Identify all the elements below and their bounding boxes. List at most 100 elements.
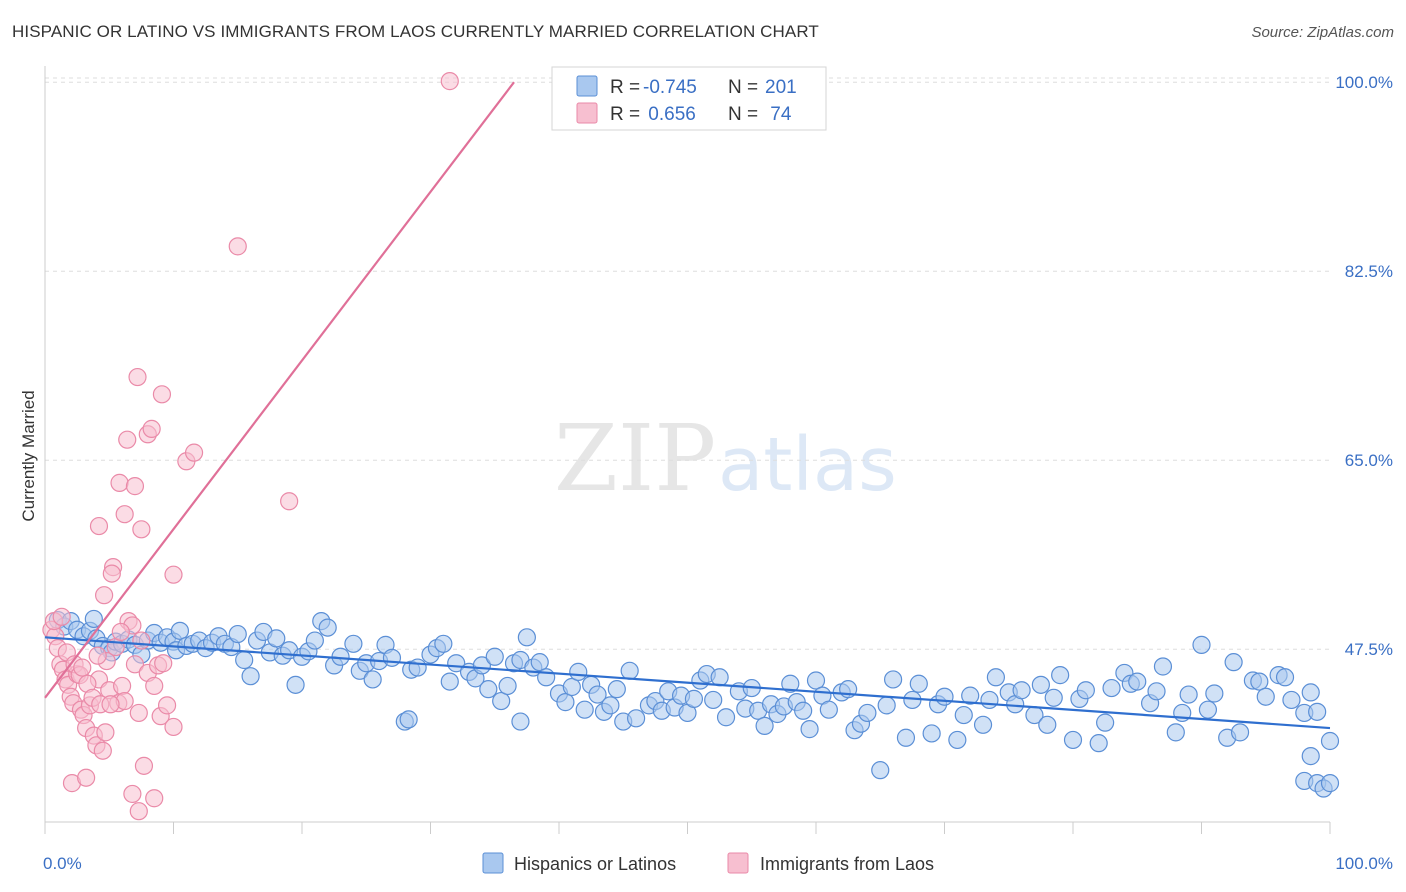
hispanics-point-80 xyxy=(569,662,588,681)
legend-top-box xyxy=(551,66,827,131)
laos-point-56 xyxy=(142,419,161,438)
laos-point-59 xyxy=(164,565,183,584)
laos-point-52 xyxy=(125,477,145,496)
trend-lines xyxy=(44,81,1331,730)
hispanics-point-128 xyxy=(922,724,941,743)
hispanics-point-116 xyxy=(819,700,838,719)
laos-point-42 xyxy=(111,622,130,642)
hispanics-point-69 xyxy=(492,691,511,711)
hispanics-point-32 xyxy=(235,650,254,670)
hispanics-point-168 xyxy=(1256,687,1275,706)
laos-point-25 xyxy=(125,655,145,674)
hispanics-point-33 xyxy=(241,667,260,686)
hispanics-point-113 xyxy=(794,701,813,720)
hispanics-point-101 xyxy=(710,668,729,687)
hispanics-point-175 xyxy=(1320,731,1340,751)
legend-bottom-label-laos: Immigrants from Laos xyxy=(760,854,934,874)
hispanics-point-160 xyxy=(1192,635,1211,654)
hispanics-point-61 xyxy=(434,634,453,653)
laos-point-26 xyxy=(132,631,151,650)
hispanics-point-171 xyxy=(1282,690,1301,710)
hispanics-point-86 xyxy=(607,680,626,699)
hispanics-point-133 xyxy=(961,686,980,705)
hispanics-point-143 xyxy=(1044,688,1063,707)
hispanics-point-182 xyxy=(800,720,819,739)
hispanics-point-68 xyxy=(485,647,504,666)
legend-n-label-1: N = xyxy=(728,77,758,98)
hispanics-point-173 xyxy=(1301,683,1320,702)
hispanics-point-31 xyxy=(228,624,247,644)
laos-point-47 xyxy=(95,586,114,605)
legend-r-label-2: R = xyxy=(610,104,640,125)
hispanics-point-40 xyxy=(286,675,305,694)
hispanics-point-179 xyxy=(1320,774,1340,793)
hispanics-point-161 xyxy=(1198,700,1218,719)
hispanics-point-73 xyxy=(517,628,536,647)
hispanics-point-141 xyxy=(1031,675,1050,694)
hispanics-point-165 xyxy=(1230,723,1250,742)
hispanics-point-75 xyxy=(530,653,549,672)
hispanics-point-22 xyxy=(170,621,190,640)
hispanics-point-148 xyxy=(1089,734,1108,753)
legend-bottom-label-hispanics: Hispanics or Latinos xyxy=(514,854,676,874)
legend-r-value-2: 0.656 xyxy=(643,104,696,125)
hispanics-point-139 xyxy=(1012,681,1031,700)
laos-point-53 xyxy=(128,367,147,387)
y-tick-label-3: 47.5% xyxy=(1345,640,1393,659)
x-ticks xyxy=(44,822,1331,834)
legend-swatch-pink xyxy=(576,102,598,124)
series-laos-points xyxy=(42,72,459,821)
hispanics-point-130 xyxy=(935,687,954,706)
gridlines xyxy=(45,77,1330,650)
hispanics-point-79 xyxy=(562,677,581,697)
hispanics-point-164 xyxy=(1224,653,1243,672)
laos-point-44 xyxy=(129,703,148,723)
laos-point-67 xyxy=(129,802,148,821)
hispanics-point-142 xyxy=(1038,715,1057,734)
hispanics-point-78 xyxy=(556,693,575,712)
hispanics-point-100 xyxy=(704,690,723,710)
laos-trend-line xyxy=(44,81,515,699)
hispanics-point-62 xyxy=(440,672,459,691)
hispanics-point-122 xyxy=(871,761,890,780)
laos-point-30 xyxy=(157,696,177,715)
hispanics-point-56 xyxy=(399,710,418,729)
hispanics-point-149 xyxy=(1096,713,1115,732)
laos-point-33 xyxy=(52,607,71,626)
laos-point-28 xyxy=(145,676,164,696)
hispanics-point-66 xyxy=(472,656,491,675)
hispanics-point-89 xyxy=(626,709,646,728)
hispanics-point-125 xyxy=(896,728,916,747)
hispanics-point-107 xyxy=(755,716,774,735)
legend-n-label-2: N = xyxy=(728,104,758,125)
hispanics-point-153 xyxy=(1128,672,1147,691)
hispanics-point-156 xyxy=(1153,657,1173,676)
hispanics-point-181 xyxy=(511,712,530,731)
laos-point-17 xyxy=(93,741,112,760)
legend-bottom-swatch-pink xyxy=(727,852,749,874)
laos-point-45 xyxy=(134,756,154,775)
chart-title: HISPANIC OR LATINO VS IMMIGRANTS FROM LA… xyxy=(12,22,819,41)
watermark-atlas: atlas xyxy=(718,422,897,508)
hispanics-point-124 xyxy=(883,670,903,689)
laos-point-58 xyxy=(152,385,172,404)
hispanics-point-131 xyxy=(948,730,967,750)
hispanics-point-97 xyxy=(684,689,704,708)
laos-point-51 xyxy=(118,430,137,449)
hispanics-point-159 xyxy=(1179,685,1198,704)
laos-point-46 xyxy=(89,516,109,536)
laos-point-50 xyxy=(115,505,134,524)
laos-point-61 xyxy=(184,443,204,462)
hispanics-point-145 xyxy=(1063,730,1083,750)
legend-top: R = -0.745 N = 201 R = 0.656 N = 74 xyxy=(551,66,827,131)
hispanics-point-150 xyxy=(1102,678,1121,698)
hispanics-point-147 xyxy=(1076,681,1095,700)
laos-point-63 xyxy=(280,492,299,511)
hispanics-point-45 xyxy=(318,618,337,637)
hispanics-point-123 xyxy=(877,696,896,715)
hispanics-point-6 xyxy=(84,609,103,629)
hispanics-point-43 xyxy=(305,631,324,650)
hispanics-point-155 xyxy=(1147,682,1166,701)
legend-swatch-blue xyxy=(576,75,598,97)
